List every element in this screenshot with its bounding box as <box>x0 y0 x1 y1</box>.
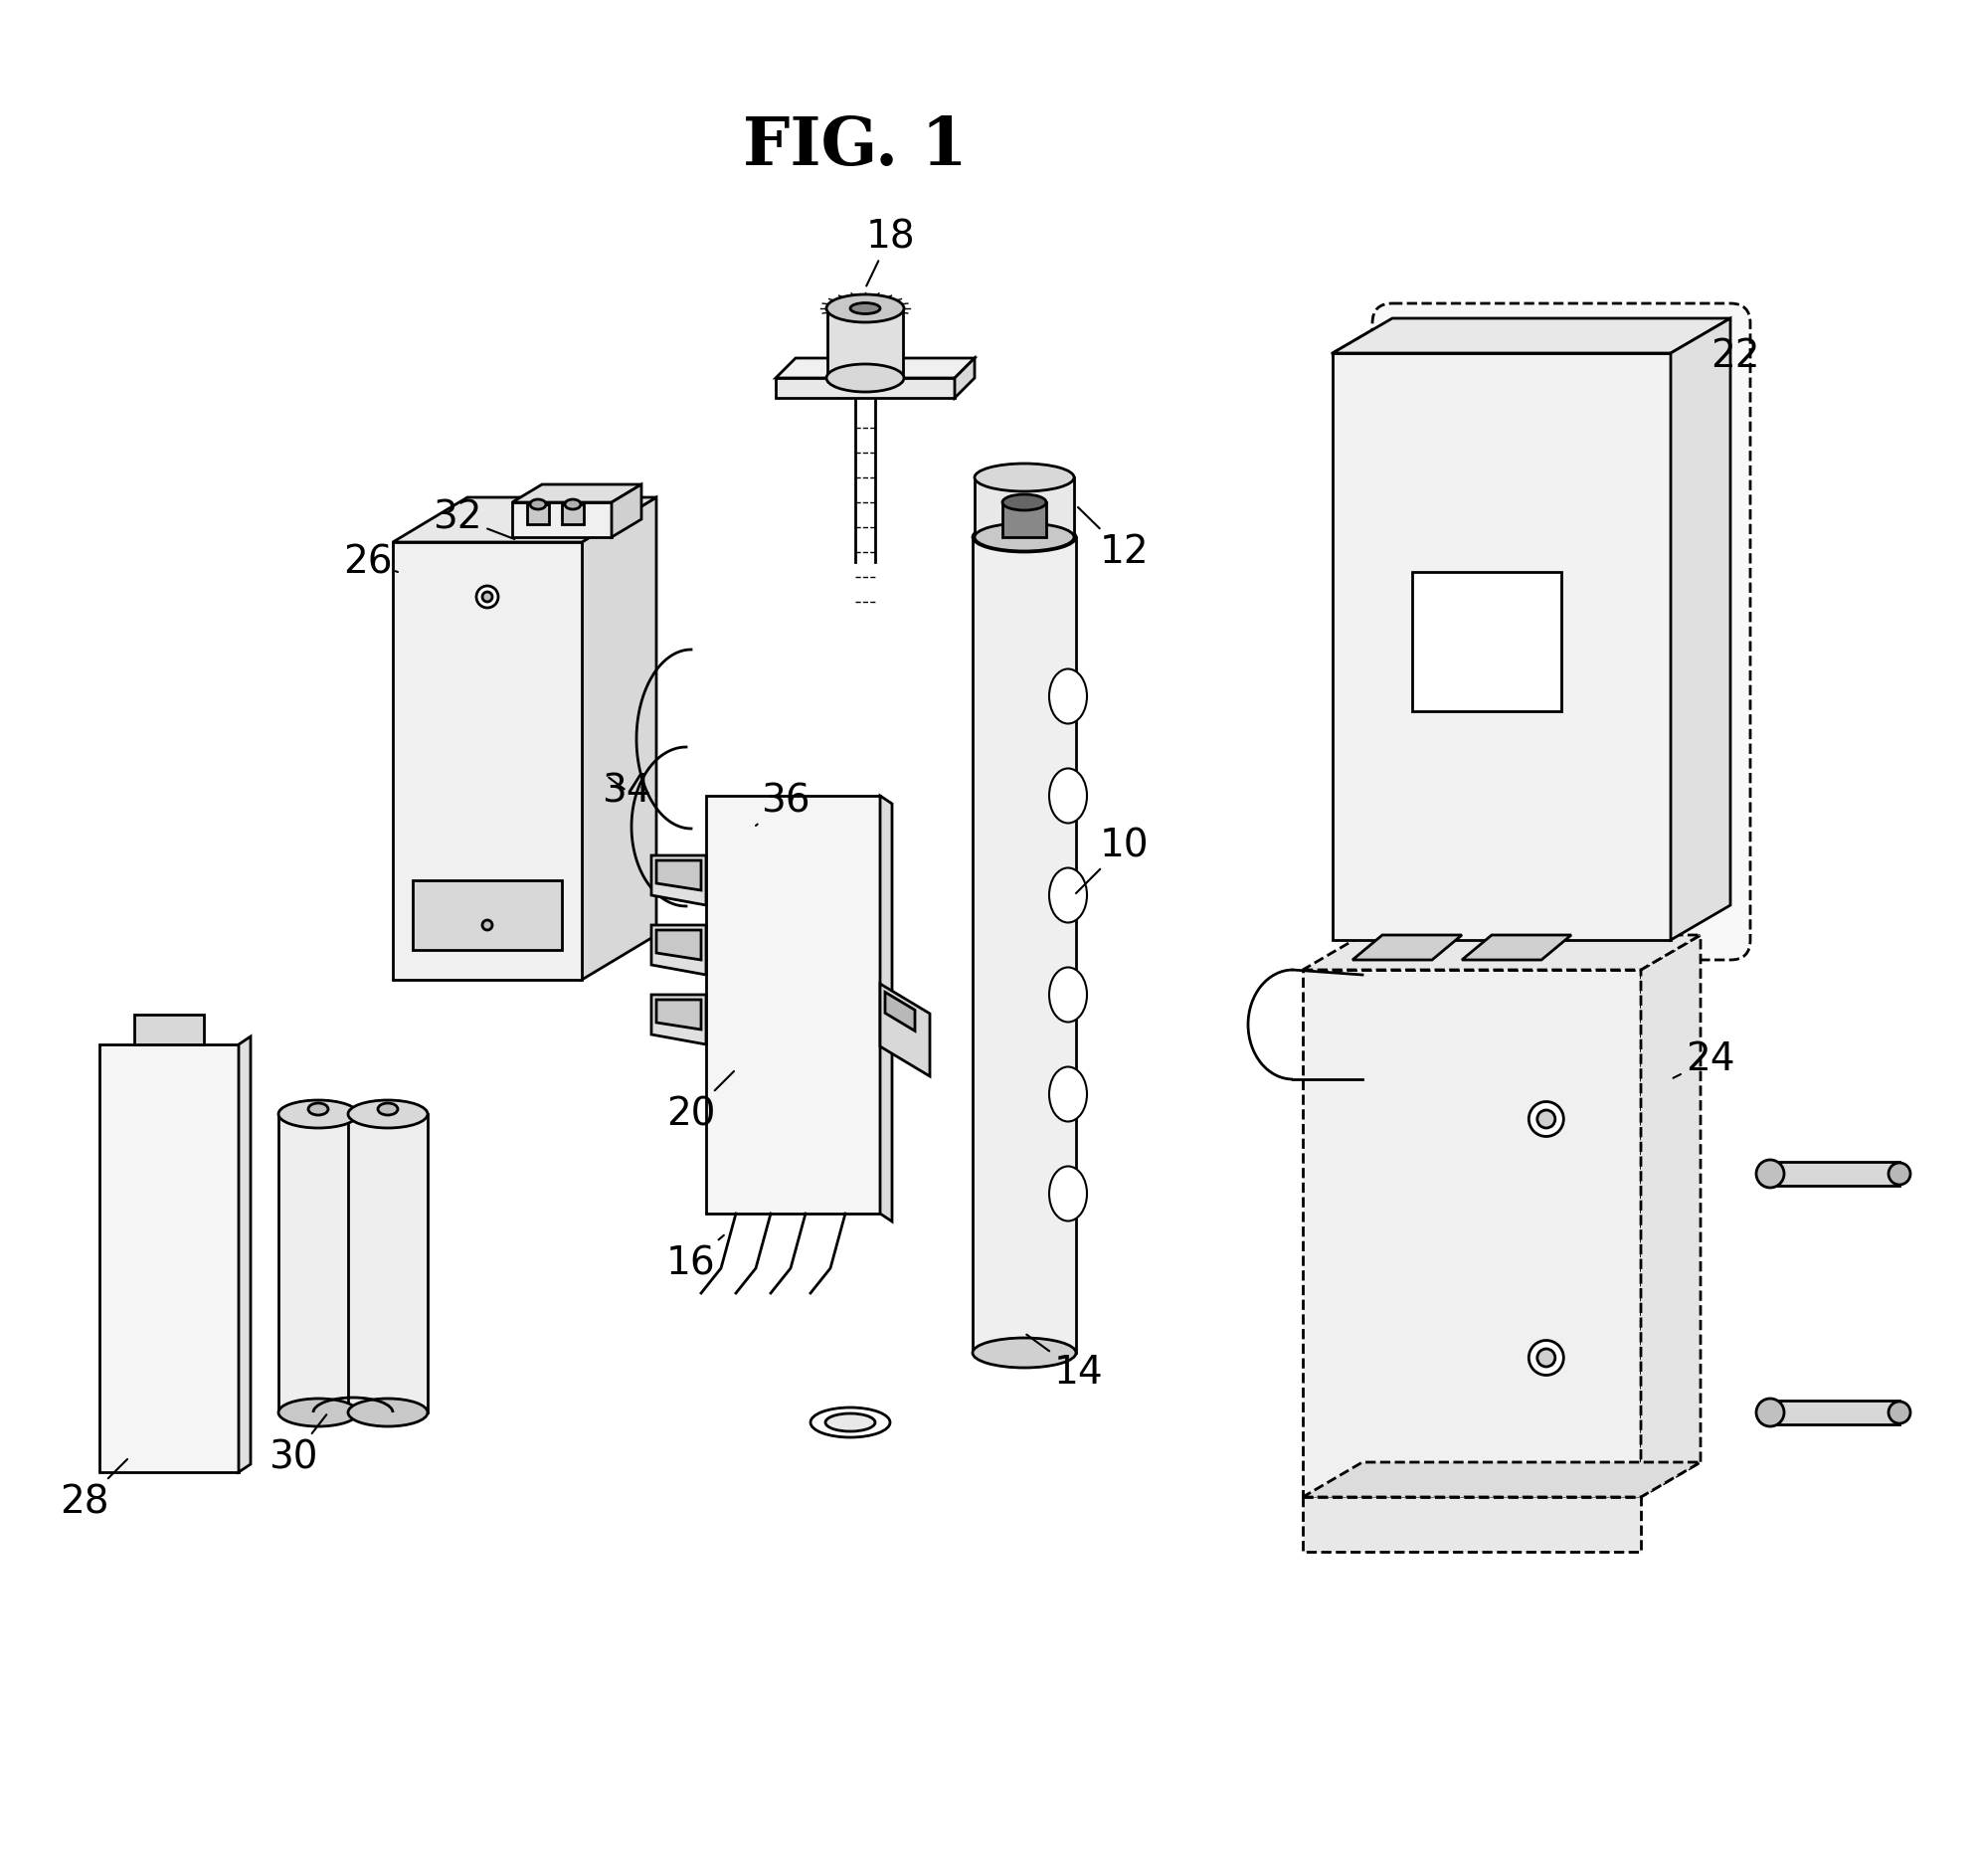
Ellipse shape <box>1049 1067 1087 1122</box>
Polygon shape <box>954 358 974 398</box>
Polygon shape <box>655 861 701 891</box>
Text: 20: 20 <box>667 1071 735 1133</box>
Text: 24: 24 <box>1673 1041 1734 1079</box>
Polygon shape <box>1333 353 1671 940</box>
Polygon shape <box>392 497 655 542</box>
Polygon shape <box>513 503 612 537</box>
Polygon shape <box>348 1114 428 1413</box>
Ellipse shape <box>1889 1401 1911 1424</box>
Text: 34: 34 <box>602 771 651 810</box>
Polygon shape <box>1461 934 1572 961</box>
Polygon shape <box>885 992 915 1032</box>
Polygon shape <box>972 537 1075 1353</box>
Ellipse shape <box>279 1099 358 1127</box>
Ellipse shape <box>483 591 493 602</box>
Ellipse shape <box>564 499 580 508</box>
Polygon shape <box>1352 934 1461 961</box>
Polygon shape <box>1412 572 1562 711</box>
Polygon shape <box>99 1045 240 1473</box>
Polygon shape <box>1303 970 1641 1497</box>
Text: 18: 18 <box>865 218 915 285</box>
Polygon shape <box>412 880 562 949</box>
Polygon shape <box>651 855 707 906</box>
Polygon shape <box>1671 319 1731 940</box>
Polygon shape <box>527 505 548 523</box>
Polygon shape <box>1770 1161 1899 1186</box>
Ellipse shape <box>1756 1159 1784 1188</box>
Ellipse shape <box>1002 495 1045 510</box>
Polygon shape <box>612 484 642 537</box>
Ellipse shape <box>1889 1163 1911 1184</box>
Polygon shape <box>707 795 881 1214</box>
Ellipse shape <box>826 295 905 323</box>
Polygon shape <box>651 994 707 1045</box>
FancyBboxPatch shape <box>1372 304 1750 961</box>
Ellipse shape <box>477 914 499 936</box>
Ellipse shape <box>974 523 1073 552</box>
Polygon shape <box>562 505 584 523</box>
Text: 28: 28 <box>59 1460 127 1521</box>
Ellipse shape <box>1049 1167 1087 1221</box>
Polygon shape <box>881 983 931 1077</box>
Ellipse shape <box>974 463 1073 492</box>
Ellipse shape <box>972 522 1075 552</box>
Polygon shape <box>974 478 1073 537</box>
Ellipse shape <box>279 1398 358 1426</box>
Text: 30: 30 <box>269 1415 327 1476</box>
Text: 36: 36 <box>756 782 810 825</box>
Ellipse shape <box>378 1103 398 1114</box>
Ellipse shape <box>1529 1101 1564 1137</box>
Polygon shape <box>776 358 974 377</box>
Polygon shape <box>1770 1401 1899 1424</box>
Text: FIG. 1: FIG. 1 <box>742 114 968 178</box>
Polygon shape <box>881 795 893 1221</box>
Polygon shape <box>135 1015 204 1045</box>
Polygon shape <box>1303 1497 1641 1551</box>
Polygon shape <box>279 1114 358 1413</box>
Ellipse shape <box>348 1099 428 1127</box>
Polygon shape <box>651 925 707 976</box>
Ellipse shape <box>1536 1111 1554 1127</box>
Polygon shape <box>240 1036 251 1473</box>
Ellipse shape <box>1756 1398 1784 1426</box>
Polygon shape <box>392 542 582 979</box>
Ellipse shape <box>826 364 905 392</box>
Text: 14: 14 <box>1026 1334 1103 1392</box>
Polygon shape <box>513 484 642 503</box>
Polygon shape <box>1333 319 1731 353</box>
Polygon shape <box>1641 934 1701 1497</box>
Ellipse shape <box>483 919 493 930</box>
Text: 16: 16 <box>667 1234 725 1281</box>
Ellipse shape <box>810 1407 891 1437</box>
Ellipse shape <box>849 302 881 313</box>
Ellipse shape <box>826 1413 875 1431</box>
Ellipse shape <box>348 1398 428 1426</box>
Ellipse shape <box>1049 670 1087 724</box>
Ellipse shape <box>531 499 546 508</box>
Text: 26: 26 <box>343 544 398 582</box>
Ellipse shape <box>1536 1349 1554 1368</box>
Text: 10: 10 <box>1075 827 1148 893</box>
Ellipse shape <box>477 585 499 608</box>
Polygon shape <box>828 308 903 377</box>
Text: 12: 12 <box>1077 507 1148 570</box>
Polygon shape <box>776 377 954 398</box>
Text: 22: 22 <box>1711 338 1760 375</box>
Polygon shape <box>1002 503 1045 537</box>
Polygon shape <box>582 497 655 979</box>
Text: 32: 32 <box>434 499 515 538</box>
Ellipse shape <box>1049 869 1087 923</box>
Polygon shape <box>655 1000 701 1030</box>
Polygon shape <box>1303 1461 1701 1497</box>
Ellipse shape <box>1049 769 1087 824</box>
Ellipse shape <box>972 1338 1075 1368</box>
Polygon shape <box>1303 934 1701 970</box>
Polygon shape <box>655 930 701 961</box>
Ellipse shape <box>309 1103 329 1114</box>
Ellipse shape <box>1529 1339 1564 1375</box>
Ellipse shape <box>1049 968 1087 1022</box>
